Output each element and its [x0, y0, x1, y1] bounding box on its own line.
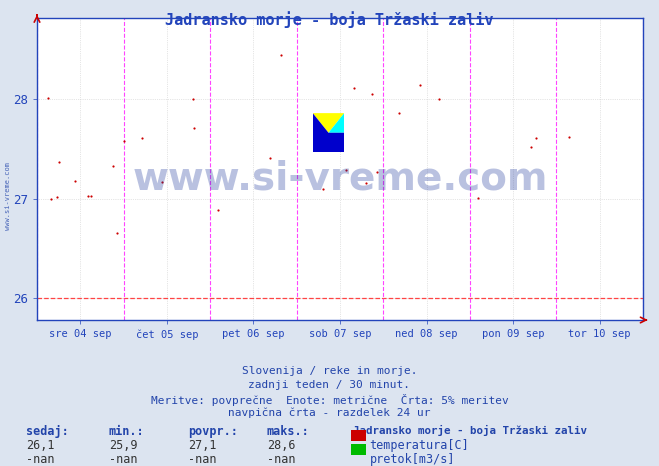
Text: www.si-vreme.com: www.si-vreme.com: [132, 159, 548, 197]
Text: 25,9: 25,9: [109, 439, 137, 452]
Point: [82, 193, 93, 200]
Point: [189, 124, 200, 131]
Text: pretok[m3/s]: pretok[m3/s]: [370, 453, 455, 466]
Point: [318, 185, 328, 193]
Point: [111, 230, 122, 237]
Polygon shape: [313, 113, 344, 133]
Point: [107, 163, 118, 170]
Point: [119, 137, 129, 145]
Point: [372, 168, 382, 175]
Text: maks.:: maks.:: [267, 425, 310, 438]
Text: 26,1: 26,1: [26, 439, 55, 452]
Text: -nan: -nan: [26, 453, 55, 466]
Point: [157, 178, 167, 186]
Point: [265, 155, 275, 162]
Point: [349, 84, 359, 92]
Text: Jadransko morje - boja Tržaski zaliv: Jadransko morje - boja Tržaski zaliv: [165, 12, 494, 28]
Point: [366, 90, 377, 98]
Text: zadnji teden / 30 minut.: zadnji teden / 30 minut.: [248, 380, 411, 390]
Point: [361, 179, 372, 186]
Point: [341, 166, 352, 173]
Point: [51, 193, 62, 201]
Point: [187, 95, 198, 103]
Point: [531, 135, 542, 142]
Point: [526, 143, 536, 150]
Point: [473, 194, 484, 202]
Text: 27,1: 27,1: [188, 439, 216, 452]
Text: 28,6: 28,6: [267, 439, 295, 452]
Point: [393, 109, 404, 116]
Text: povpr.:: povpr.:: [188, 425, 238, 438]
Point: [53, 158, 64, 165]
Text: Jadransko morje - boja Tržaski zaliv: Jadransko morje - boja Tržaski zaliv: [353, 425, 587, 436]
Point: [70, 177, 80, 185]
Text: Meritve: povprečne  Enote: metrične  Črta: 5% meritev: Meritve: povprečne Enote: metrične Črta:…: [151, 394, 508, 406]
Polygon shape: [313, 113, 344, 152]
Point: [136, 134, 147, 142]
Point: [213, 207, 223, 214]
Text: www.si-vreme.com: www.si-vreme.com: [5, 162, 11, 230]
Text: -nan: -nan: [188, 453, 216, 466]
Point: [46, 195, 57, 202]
Point: [563, 133, 574, 141]
Text: sedaj:: sedaj:: [26, 425, 69, 438]
Point: [86, 192, 96, 199]
Text: -nan: -nan: [267, 453, 295, 466]
Point: [276, 52, 287, 59]
Text: temperatura[C]: temperatura[C]: [370, 439, 469, 452]
Point: [434, 96, 444, 103]
Polygon shape: [328, 113, 344, 133]
Text: min.:: min.:: [109, 425, 144, 438]
Point: [415, 81, 426, 88]
Text: -nan: -nan: [109, 453, 137, 466]
Text: Slovenija / reke in morje.: Slovenija / reke in morje.: [242, 366, 417, 376]
Point: [43, 94, 53, 102]
Text: navpična črta - razdelek 24 ur: navpična črta - razdelek 24 ur: [228, 408, 431, 418]
